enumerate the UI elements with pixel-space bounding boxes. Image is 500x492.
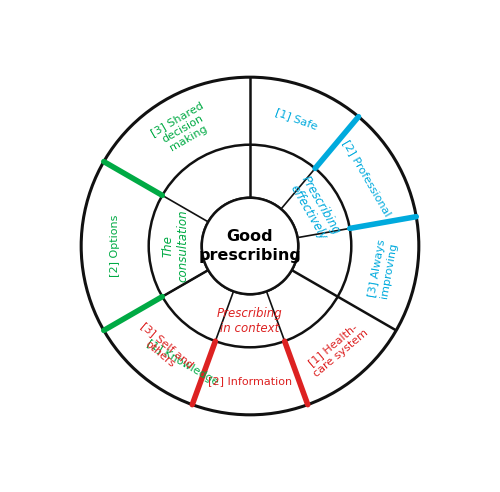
Text: [2] Options: [2] Options [110,215,120,277]
Circle shape [81,77,419,415]
Text: [1] Safe: [1] Safe [274,107,318,131]
Text: Prescribing
in context: Prescribing in context [217,307,283,335]
Text: [1] Knowledge: [1] Knowledge [145,338,220,388]
Text: [2] Information: [2] Information [208,376,292,386]
Text: Prescribing
effectively: Prescribing effectively [286,173,343,244]
Text: [3] Always
improving: [3] Always improving [368,239,398,300]
Text: [1] Health-
care system: [1] Health- care system [304,319,370,379]
Circle shape [202,198,298,294]
Text: Good
prescribing: Good prescribing [198,229,302,263]
Text: [3] Self and
others: [3] Self and others [132,320,195,378]
Text: [3] Shared
decision
making: [3] Shared decision making [149,100,216,158]
Text: The
consultation: The consultation [162,210,189,282]
Text: [2] Professional: [2] Professional [341,139,393,218]
